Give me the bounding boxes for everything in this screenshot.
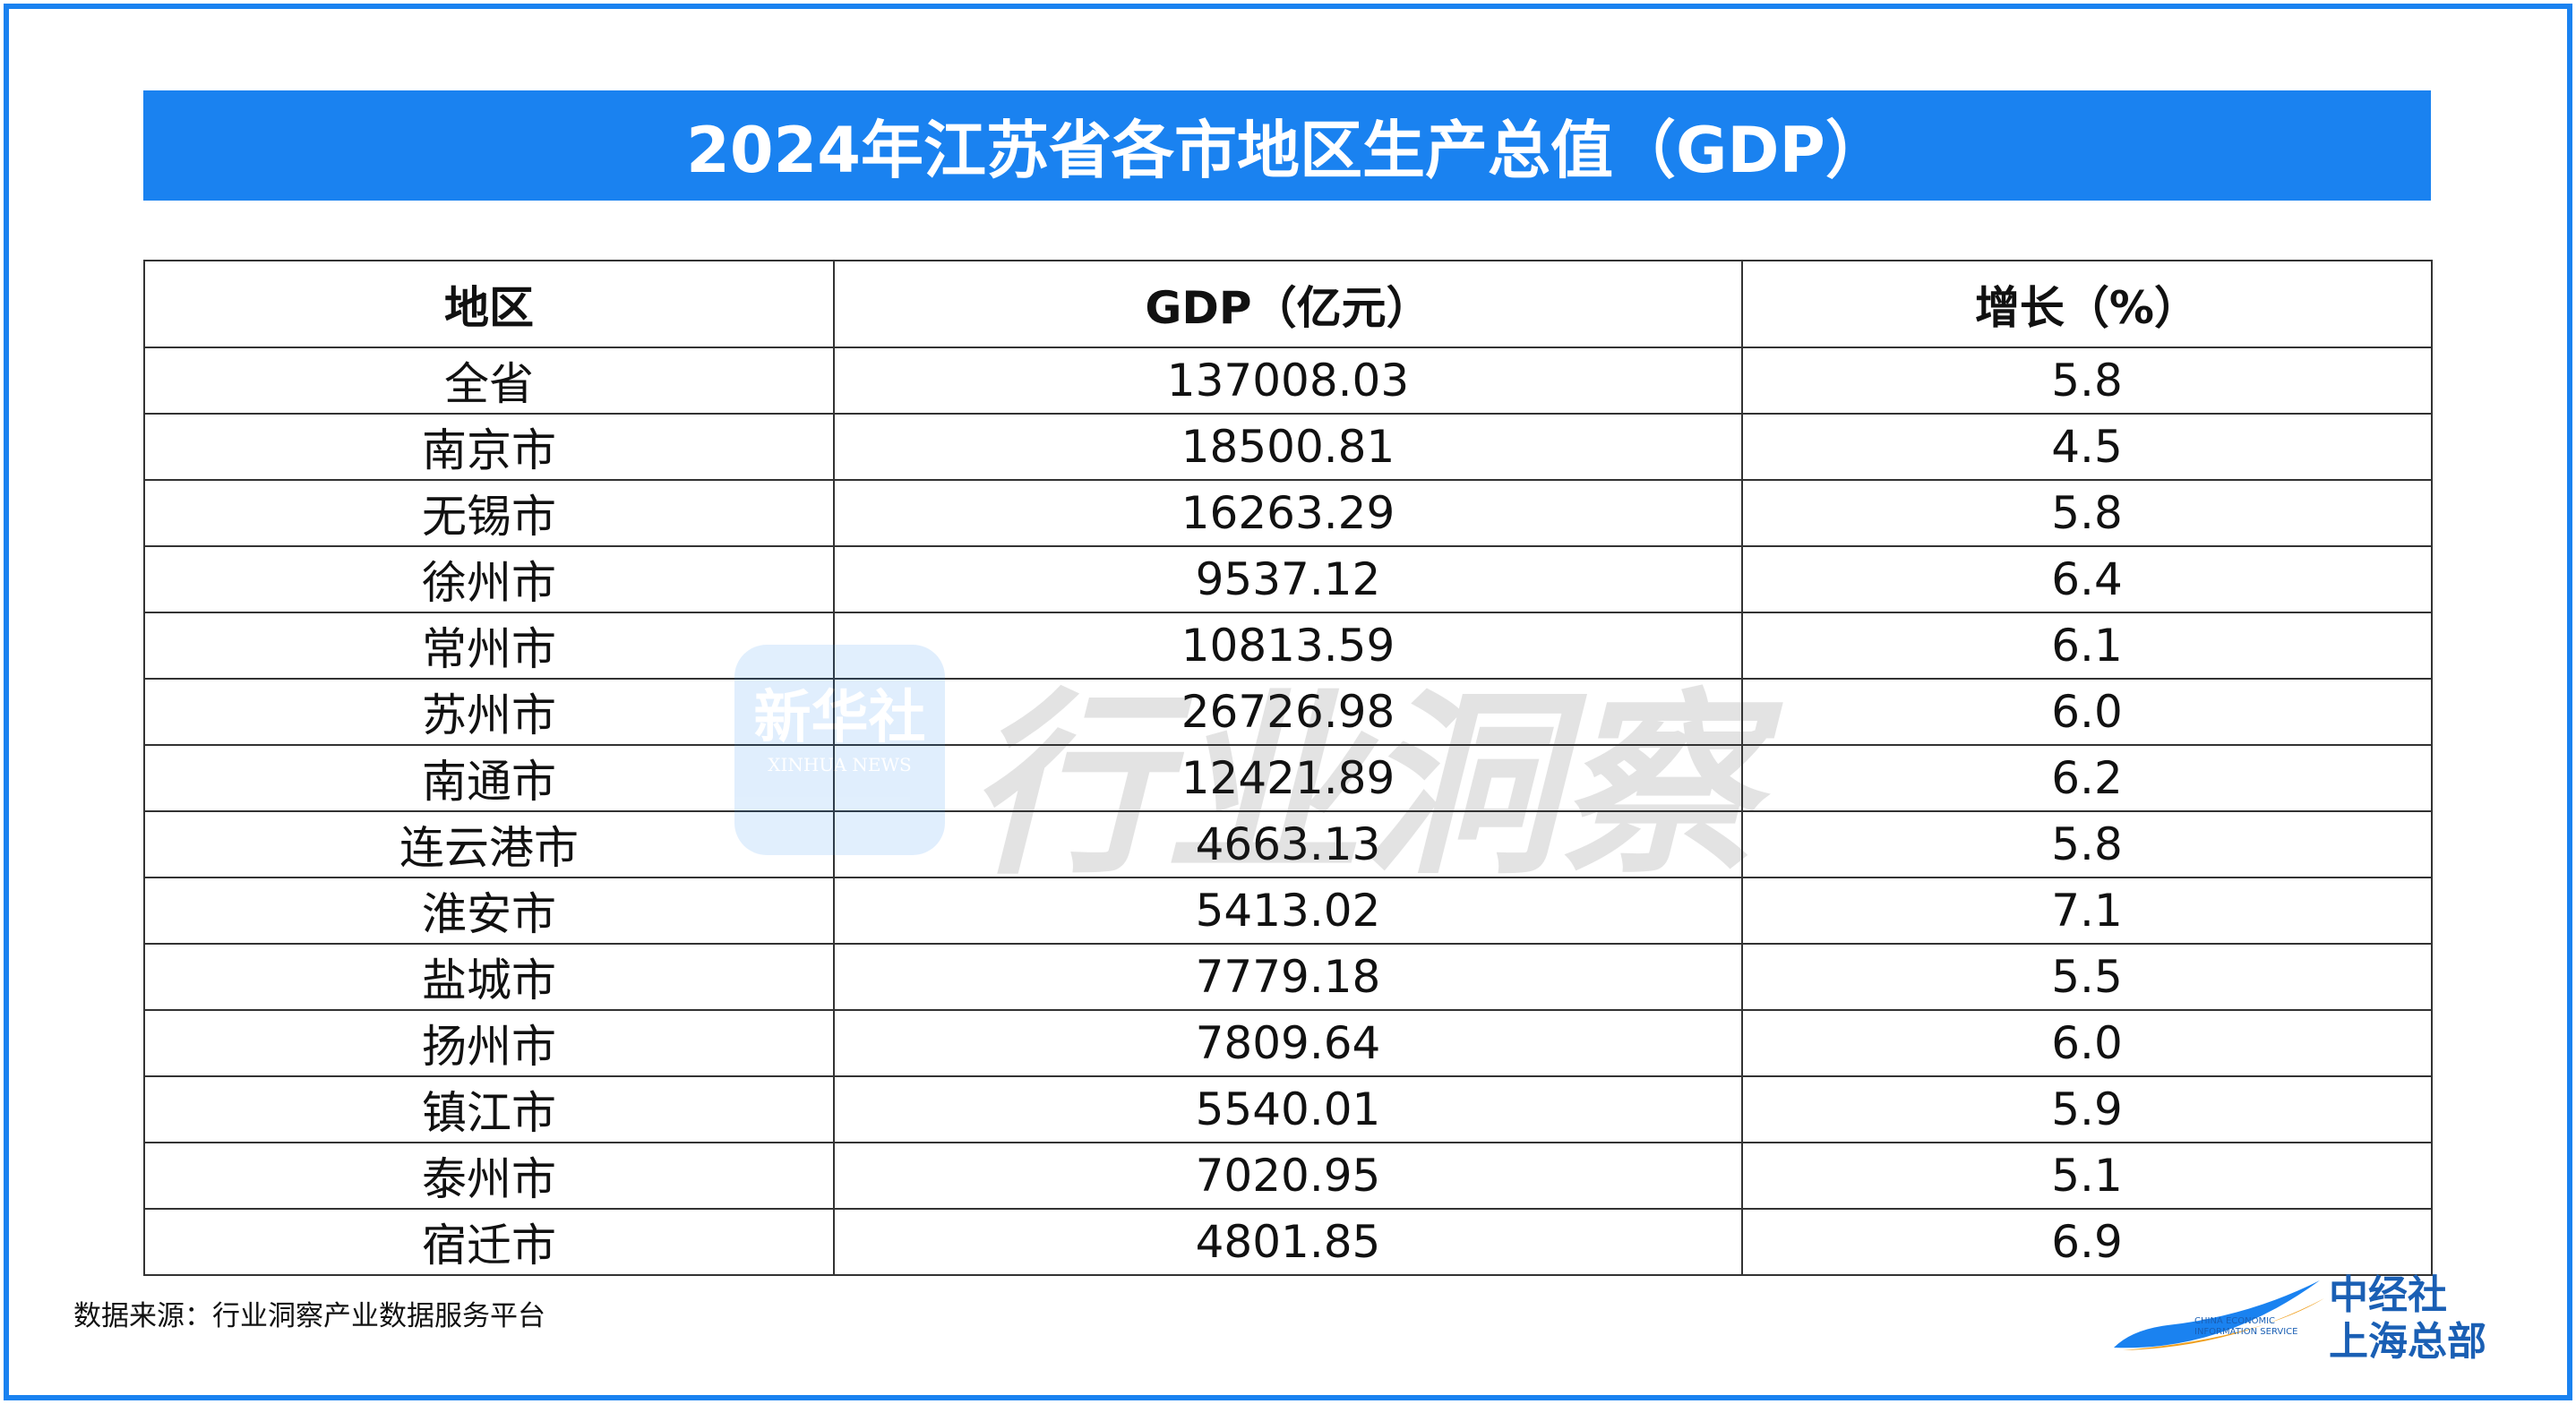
table-cell: 137008.03 [833, 347, 1743, 415]
table-cell: 连云港市 [143, 810, 835, 878]
table-cell: 南京市 [143, 413, 835, 481]
table-cell: 5.8 [1741, 479, 2433, 547]
table-cell: 26726.98 [833, 678, 1743, 746]
table-row: 无锡市 16263.29 5.8 [143, 479, 2433, 547]
header-cell: GDP（亿元） [833, 260, 1743, 348]
table-cell: 泰州市 [143, 1142, 835, 1210]
table-row: 南京市 18500.81 4.5 [143, 413, 2433, 481]
logo: CHINA ECONOMIC INFORMATION SERVICE 中经社 上… [2114, 1263, 2535, 1365]
table-cell: 5413.02 [833, 877, 1743, 945]
table-cell: 5.8 [1741, 810, 2433, 878]
table-cell: 4.5 [1741, 413, 2433, 481]
gdp-table: 地区 GDP（亿元） 增长（%） 全省 137008.03 5.8 南京市 18500.81… [143, 260, 2433, 1276]
table-cell: 5.8 [1741, 347, 2433, 415]
table-row: 镇江市 5540.01 5.9 [143, 1075, 2433, 1143]
table-row: 盐城市 7779.18 5.5 [143, 943, 2433, 1011]
table-cell: 扬州市 [143, 1009, 835, 1077]
table-cell: 全省 [143, 347, 835, 415]
header-cell: 增长（%） [1741, 260, 2433, 348]
table-cell: 宿迁市 [143, 1208, 835, 1276]
table-cell: 4801.85 [833, 1208, 1743, 1276]
frame [4, 4, 2572, 1400]
table-cell: 淮安市 [143, 877, 835, 945]
table-cell: 5.1 [1741, 1142, 2433, 1210]
table-cell: 6.0 [1741, 1009, 2433, 1077]
table-row: 南通市 12421.89 6.2 [143, 744, 2433, 812]
logo-line2: 上海总部 [2329, 1319, 2486, 1365]
table-row: 徐州市 9537.12 6.4 [143, 545, 2433, 613]
table-cell: 18500.81 [833, 413, 1743, 481]
logo-swoosh [2114, 1280, 2324, 1350]
table-cell: 6.1 [1741, 612, 2433, 680]
logo-english: CHINA ECONOMIC INFORMATION SERVICE [2194, 1316, 2298, 1337]
table-row: 扬州市 7809.64 6.0 [143, 1009, 2433, 1077]
table-cell: 无锡市 [143, 479, 835, 547]
table-row: 泰州市 7020.95 5.1 [143, 1142, 2433, 1210]
table-cell: 5.9 [1741, 1075, 2433, 1143]
header-row: 地区 GDP（亿元） 增长（%） [143, 260, 2433, 348]
table-cell: 6.9 [1741, 1208, 2433, 1276]
header-cell: 地区 [143, 260, 835, 348]
table-cell: 16263.29 [833, 479, 1743, 547]
table-cell: 7.1 [1741, 877, 2433, 945]
table-cell: 南通市 [143, 744, 835, 812]
table-cell: 镇江市 [143, 1075, 835, 1143]
table-cell: 盐城市 [143, 943, 835, 1011]
table-cell: 常州市 [143, 612, 835, 680]
table-cell: 6.2 [1741, 744, 2433, 812]
table-cell: 7809.64 [833, 1009, 1743, 1077]
logo-line1: 中经社 [2329, 1272, 2447, 1318]
table-cell: 徐州市 [143, 545, 835, 613]
table-cell: 5.5 [1741, 943, 2433, 1011]
table-cell: 9537.12 [833, 545, 1743, 613]
table-body: 全省 137008.03 5.8 南京市 18500.81 4.5 无锡市 16263.29 5… [143, 347, 2433, 1276]
table-cell: 苏州市 [143, 678, 835, 746]
table-row: 苏州市 26726.98 6.0 [143, 678, 2433, 746]
source-note: 数据来源：行业洞察产业数据服务平台 [73, 1300, 545, 1332]
table-cell: 12421.89 [833, 744, 1743, 812]
table-row: 连云港市 4663.13 5.8 [143, 810, 2433, 878]
table-row: 淮安市 5413.02 7.1 [143, 877, 2433, 945]
table-cell: 5540.01 [833, 1075, 1743, 1143]
table-cell: 6.4 [1741, 545, 2433, 613]
table-row: 全省 137008.03 5.8 [143, 347, 2433, 415]
title: 2024年江苏省各市地区生产总值（GDP） [143, 90, 2431, 201]
table-cell: 7020.95 [833, 1142, 1743, 1210]
table-cell: 7779.18 [833, 943, 1743, 1011]
table-cell: 10813.59 [833, 612, 1743, 680]
table-row: 宿迁市 4801.85 6.9 [143, 1208, 2433, 1276]
table-cell: 4663.13 [833, 810, 1743, 878]
table-row: 常州市 10813.59 6.1 [143, 612, 2433, 680]
table-cell: 6.0 [1741, 678, 2433, 746]
